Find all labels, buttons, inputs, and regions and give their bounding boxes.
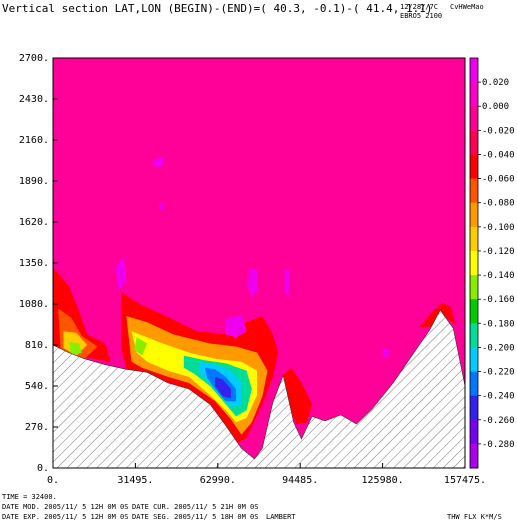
anomaly-region-19 [284,269,290,295]
colorbar-label-9: -0.160 [482,295,515,305]
anomaly-layer [53,156,456,444]
colorbar: 0.020 0.000 -0.020 -0.040 -0.060 -0.080 -0.100… [469,57,515,469]
y-tick-label-0: 0. [37,463,49,474]
colorbar-swatch-14 [470,395,478,421]
anomaly-region-15 [225,314,247,338]
colorbar-frame [469,57,479,469]
date-code: 12/28//7C [400,3,438,11]
colorbar-label-2: -0.020 [482,126,515,136]
colorbar-label-0: 0.020 [482,78,509,88]
colorbar-swatch-4 [470,154,478,180]
colorbar-swatch-7 [470,226,478,252]
colorbar-label-7: -0.120 [482,247,515,257]
anomaly-region-14 [115,255,127,291]
colorbar-swatch-16 [470,443,478,469]
colorbar-label-11: -0.200 [482,343,515,353]
colorbar-label-3: -0.040 [482,150,515,160]
anomaly-region-16 [247,267,259,298]
y-tick-label-8: 2160. [19,135,49,146]
y-tick-label-5: 1350. [19,258,49,269]
colorbar-swatch-2 [470,106,478,131]
y-tick-label-4: 1080. [19,299,49,310]
date-cur: DATE CUR. 2005/11/ 5 21H 0M 0S [132,503,258,511]
colorbar-swatch-11 [470,323,478,348]
date-seg: DATE SEG. 2005/11/ 5 18H 0M 0S [132,513,258,521]
colorbar-swatch-1 [470,82,478,107]
colorbar-label-13: -0.240 [482,392,515,402]
brand-label: CvHWeMao [450,3,484,11]
anomaly-region-3 [68,342,82,356]
colorbar-label-4: -0.060 [482,175,515,185]
x-tick-label-4: 125980. [362,475,404,486]
colorbar-swatch-0 [470,58,478,83]
x-tick-label-3: 94485. [282,475,318,486]
y-tick-label-7: 1890. [19,176,49,187]
y-tick-label-6: 1620. [19,217,49,228]
date-mod: DATE MOD. 2005/11/ 5 12H 0M 0S [2,503,128,511]
colorbar-swatch-15 [470,419,478,445]
chart-title: Vertical section LAT,LON (BEGIN)-(END)=(… [2,2,432,15]
x-tick-label-1: 31495. [117,475,153,486]
colorbar-label-1: 0.000 [482,102,509,112]
y-axis: 0. 270. 540. 810. 1080. 1350. 1620. 1890. 2160. 2… [19,53,58,474]
colorbar-swatch-6 [470,202,478,228]
y-tick-label-1: 270. [25,422,49,433]
colorbar-swatch-9 [470,275,478,300]
x-axis: 0. 31495. 62990. 94485. 125980. 157475. [47,463,486,486]
terrain-mask [53,309,465,468]
x-tick-label-5: 157475. [444,475,486,486]
date-exp: DATE EXP. 2005/11/ 5 12H 0M 0S [2,513,128,521]
colorbar-label-14: -0.260 [482,416,515,426]
anomaly-region-7 [134,337,148,356]
anomaly-region-11 [215,376,231,399]
colorbar-label-6: -0.100 [482,223,515,233]
y-tick-label-10: 2700. [19,53,49,64]
colorbar-swatch-5 [470,178,478,204]
x-tick-label-0: 0. [47,475,59,486]
plot-area [53,58,465,468]
anomaly-region-20 [382,348,390,359]
colorbar-label-10: -0.180 [482,319,515,329]
colorbar-label-12: -0.220 [482,368,515,378]
anomaly-region-12 [283,367,312,424]
y-tick-label-9: 2430. [19,94,49,105]
colorbar-swatch-13 [470,371,478,397]
y-tick-label-3: 810. [25,340,49,351]
x-tick-label-2: 62990. [200,475,236,486]
time-label: TIME = 32400. [2,493,57,501]
y-tick-label-2: 540. [25,381,49,392]
colorbar-swatch-3 [470,130,478,155]
colorbar-label-15: -0.280 [482,440,515,450]
variable-label: THW FLX K*M/S [447,513,502,521]
anomaly-region-18 [159,202,165,210]
run-id: EBRO5 2100 [400,12,442,20]
colorbar-label-5: -0.080 [482,199,515,209]
anomaly-region-17 [152,156,165,168]
colorbar-swatch-8 [470,250,478,276]
colorbar-swatch-12 [470,347,478,373]
colorbar-swatch-10 [470,299,478,324]
colorbar-label-8: -0.140 [482,271,515,281]
projection-label: LAMBERT [266,513,296,521]
